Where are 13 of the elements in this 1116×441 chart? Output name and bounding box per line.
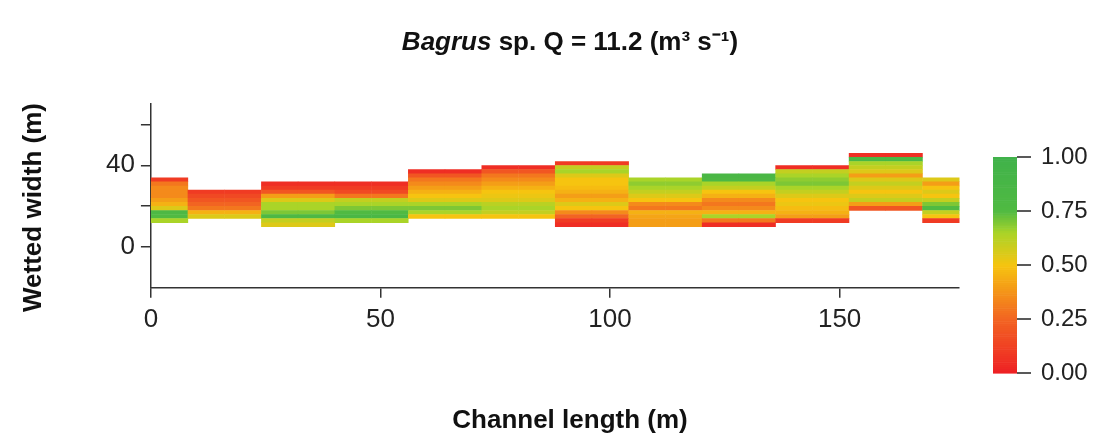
color-bar-label: 0.50 bbox=[1041, 249, 1088, 277]
x-tick-label: 100 bbox=[588, 302, 632, 333]
x-axis-title: Channel length (m) bbox=[451, 404, 689, 435]
color-bar-label: 0.00 bbox=[1041, 357, 1088, 385]
color-bar-label: 1.00 bbox=[1041, 141, 1088, 169]
color-bar-label: 0.25 bbox=[1041, 303, 1088, 331]
x-tick-label: 50 bbox=[366, 302, 395, 333]
x-tick-label: 150 bbox=[817, 302, 862, 333]
x-tick-label: 0 bbox=[143, 302, 159, 333]
y-axis-title: Wetted width (m) bbox=[16, 102, 48, 314]
chart-title: Bagrus sp. Q = 11.2 (m³ s⁻¹) bbox=[400, 25, 740, 58]
y-tick-label: 40 bbox=[106, 148, 135, 179]
color-bar-label: 0.75 bbox=[1041, 195, 1088, 223]
